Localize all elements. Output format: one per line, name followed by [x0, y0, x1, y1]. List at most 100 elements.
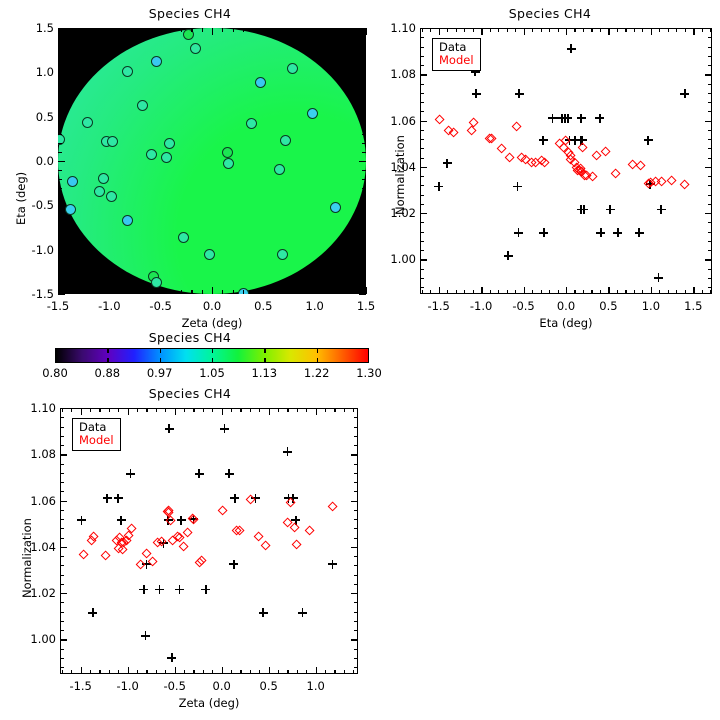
- x-minor-tick: [193, 670, 195, 674]
- data-marker-plus[interactable]: [471, 89, 481, 99]
- data-marker-plus[interactable]: [538, 135, 548, 145]
- data-marker-plus[interactable]: [139, 585, 149, 595]
- map-marker[interactable]: [222, 158, 234, 170]
- map-marker[interactable]: [329, 202, 341, 214]
- data-marker-plus[interactable]: [163, 515, 173, 525]
- data-marker-plus[interactable]: [298, 608, 308, 618]
- map-marker[interactable]: [254, 76, 266, 88]
- data-marker-plus[interactable]: [613, 228, 623, 238]
- map-marker[interactable]: [151, 276, 163, 288]
- data-marker-plus[interactable]: [576, 113, 586, 123]
- colorbar-tick-label: 0.88: [94, 366, 121, 380]
- map-marker[interactable]: [105, 190, 117, 202]
- map-marker[interactable]: [274, 164, 286, 176]
- map-marker[interactable]: [136, 99, 148, 111]
- data-marker-plus[interactable]: [634, 228, 644, 238]
- map-marker[interactable]: [93, 185, 105, 197]
- data-marker-plus[interactable]: [176, 515, 186, 525]
- data-marker-plus[interactable]: [442, 158, 452, 168]
- data-marker-plus[interactable]: [654, 273, 664, 283]
- map-marker[interactable]: [245, 118, 257, 130]
- map-marker[interactable]: [277, 248, 289, 260]
- x-minor-tick: [540, 290, 542, 294]
- data-marker-plus[interactable]: [605, 205, 615, 215]
- map-marker[interactable]: [97, 173, 109, 185]
- data-marker-plus[interactable]: [220, 424, 229, 434]
- x-minor-tick: [625, 290, 627, 294]
- data-marker-plus[interactable]: [513, 181, 523, 191]
- data-marker-plus[interactable]: [680, 89, 690, 99]
- data-marker-plus[interactable]: [251, 493, 261, 503]
- map-marker[interactable]: [122, 65, 134, 77]
- map-marker[interactable]: [164, 137, 176, 149]
- data-marker-plus[interactable]: [164, 424, 174, 434]
- data-marker-plus[interactable]: [470, 67, 480, 77]
- data-marker-plus[interactable]: [656, 205, 666, 215]
- eta-scatter-legend[interactable]: Data Model: [432, 38, 481, 71]
- data-marker-plus[interactable]: [434, 181, 444, 191]
- data-marker-plus[interactable]: [291, 515, 301, 525]
- data-marker-plus[interactable]: [113, 493, 123, 503]
- data-marker-plus[interactable]: [643, 135, 653, 145]
- data-marker-plus[interactable]: [564, 135, 574, 145]
- data-marker-plus[interactable]: [595, 113, 605, 123]
- data-marker-plus[interactable]: [547, 113, 557, 123]
- data-marker-plus[interactable]: [563, 113, 573, 123]
- data-marker-plus[interactable]: [188, 514, 198, 524]
- data-marker-plus[interactable]: [503, 251, 513, 261]
- data-marker-plus[interactable]: [194, 469, 204, 479]
- data-marker-plus[interactable]: [141, 631, 151, 641]
- y-minor-tick: [58, 240, 62, 242]
- map-marker[interactable]: [66, 175, 78, 187]
- map-marker[interactable]: [161, 151, 173, 163]
- y-minor-tick: [362, 90, 366, 92]
- data-marker-plus[interactable]: [596, 228, 606, 238]
- zeta-scatter-legend[interactable]: Data Model: [72, 418, 121, 451]
- data-marker-plus[interactable]: [229, 559, 239, 569]
- data-marker-plus[interactable]: [539, 228, 549, 238]
- data-marker-plus[interactable]: [174, 585, 184, 595]
- data-marker-plus[interactable]: [230, 493, 240, 503]
- map-marker[interactable]: [286, 63, 298, 75]
- map-marker[interactable]: [106, 135, 118, 147]
- x-minor-tick: [549, 290, 551, 294]
- data-marker-plus[interactable]: [258, 608, 268, 618]
- map-marker[interactable]: [307, 107, 319, 119]
- data-marker-plus[interactable]: [566, 44, 576, 54]
- map-marker[interactable]: [221, 146, 233, 158]
- data-marker-plus[interactable]: [328, 559, 338, 569]
- data-marker-plus[interactable]: [116, 515, 126, 525]
- data-marker-plus[interactable]: [288, 493, 298, 503]
- data-marker-plus[interactable]: [201, 585, 211, 595]
- data-marker-plus[interactable]: [579, 205, 589, 215]
- y-minor-tick: [60, 602, 64, 604]
- data-marker-plus[interactable]: [283, 493, 293, 503]
- zeta-scatter-plot-area[interactable]: [60, 408, 358, 674]
- data-marker-plus[interactable]: [167, 653, 177, 663]
- map-marker[interactable]: [182, 28, 194, 40]
- data-marker-plus[interactable]: [513, 228, 523, 238]
- data-marker-plus[interactable]: [158, 538, 168, 548]
- data-marker-plus[interactable]: [126, 469, 135, 479]
- map-marker[interactable]: [122, 214, 134, 226]
- data-marker-plus[interactable]: [88, 608, 98, 618]
- map-marker[interactable]: [64, 204, 76, 216]
- data-marker-plus[interactable]: [577, 135, 587, 145]
- map-marker[interactable]: [145, 149, 157, 161]
- map-marker[interactable]: [177, 231, 189, 243]
- data-marker-plus[interactable]: [102, 493, 112, 503]
- data-marker-plus[interactable]: [282, 447, 292, 457]
- data-marker-plus[interactable]: [224, 469, 234, 479]
- data-marker-plus[interactable]: [155, 585, 165, 595]
- map-marker[interactable]: [190, 42, 202, 54]
- data-marker-plus[interactable]: [514, 89, 524, 99]
- data-marker-plus[interactable]: [141, 559, 151, 569]
- data-marker-plus[interactable]: [570, 135, 580, 145]
- map-plot-area[interactable]: [58, 28, 366, 294]
- map-marker[interactable]: [280, 135, 292, 147]
- x-minor-tick: [155, 408, 157, 412]
- map-marker[interactable]: [151, 56, 163, 68]
- data-marker-plus[interactable]: [645, 179, 655, 189]
- data-marker-plus[interactable]: [77, 515, 87, 525]
- map-marker[interactable]: [82, 117, 94, 129]
